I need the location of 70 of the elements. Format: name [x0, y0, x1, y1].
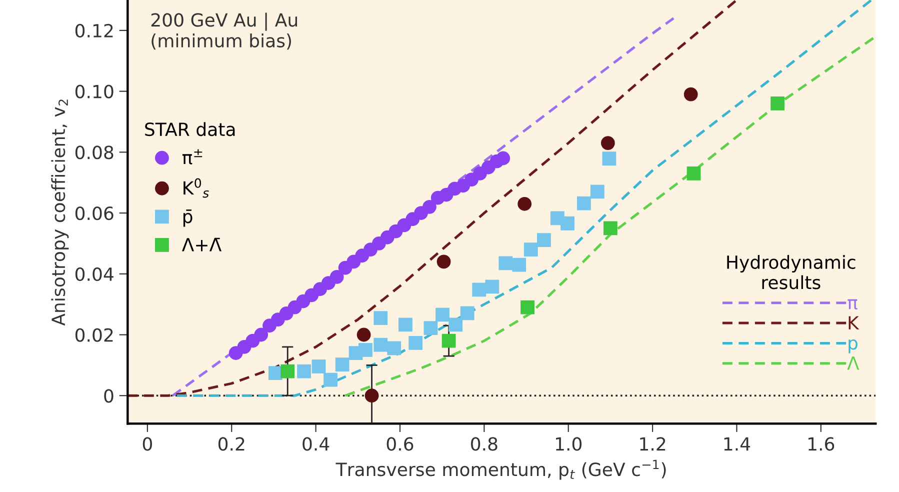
point: [436, 308, 450, 322]
point: [448, 318, 462, 332]
y-tick-label: 0.02: [75, 328, 113, 342]
x-tick-label: 0.2: [218, 437, 244, 451]
legend-label: Λ+Λ̄: [182, 238, 222, 252]
point: [374, 311, 388, 325]
point: [600, 136, 615, 150]
x-axis-title: Transverse momentum, p$_{t}$ (GeV c$^{−1}$): [336, 460, 666, 480]
point: [358, 343, 372, 357]
point: [424, 321, 438, 336]
x-tick-label: 1.2: [640, 437, 666, 451]
text: STAR data: [145, 122, 235, 136]
point: [485, 280, 500, 294]
y-tick-label: 0: [104, 389, 114, 403]
point: [254, 328, 268, 342]
point: [604, 221, 618, 236]
point: [324, 372, 338, 387]
point: [512, 258, 526, 272]
point: [335, 358, 350, 372]
point: [518, 196, 532, 211]
point: [472, 282, 486, 297]
x-tick-label: 1.4: [724, 437, 750, 451]
point: [330, 270, 344, 284]
point: [356, 328, 371, 342]
point: [560, 216, 574, 230]
point: [422, 200, 436, 214]
point: [387, 341, 402, 356]
point: [364, 388, 379, 403]
x-tick-label: 1.0: [556, 437, 582, 451]
text: π: [848, 299, 858, 310]
legend-label: p̄: [183, 210, 192, 227]
legend-label: K$^{0}$$_{s}$: [184, 178, 209, 198]
text: Hydrodynamic results: [727, 255, 856, 290]
point: [520, 300, 534, 314]
x-tick-label: 1.6: [808, 437, 834, 451]
x-tick-label: 0: [142, 437, 152, 451]
point: [498, 256, 513, 270]
point: [398, 318, 412, 332]
point: [496, 151, 510, 166]
point: [408, 336, 423, 350]
y-tick-label: 0.06: [75, 206, 114, 220]
point: [442, 334, 456, 348]
annotation: 200 GeV Au | Au (minimum bias): [151, 12, 297, 50]
y-tick-label: 0.08: [75, 146, 114, 160]
point: [602, 152, 616, 166]
point: [576, 196, 591, 210]
point: [536, 233, 551, 248]
point: [297, 364, 311, 378]
x-tick-label: 0.8: [471, 437, 498, 451]
point: [684, 87, 698, 102]
text: Λ: [847, 356, 860, 370]
x-tick-label: 0.4: [302, 437, 330, 451]
x-tick-label: 0.6: [386, 437, 414, 451]
line-series: [344, 35, 876, 397]
y-axis-title: Anisotropy coefficient, v$_{2}$: [51, 100, 69, 326]
text: K: [848, 316, 860, 330]
point: [460, 306, 474, 320]
point: [312, 359, 326, 374]
point: [436, 254, 451, 269]
point: [590, 184, 604, 199]
y-tick-label: 0.12: [75, 24, 113, 38]
y-tick-label: 0.10: [75, 84, 114, 98]
point: [686, 166, 701, 180]
point: [770, 96, 784, 110]
point: [280, 364, 295, 378]
point: [524, 242, 538, 256]
y-tick-label: 0.04: [75, 267, 114, 282]
text: p: [848, 339, 858, 354]
legend-label: π$^{±}$: [182, 149, 202, 164]
point: [374, 338, 388, 352]
